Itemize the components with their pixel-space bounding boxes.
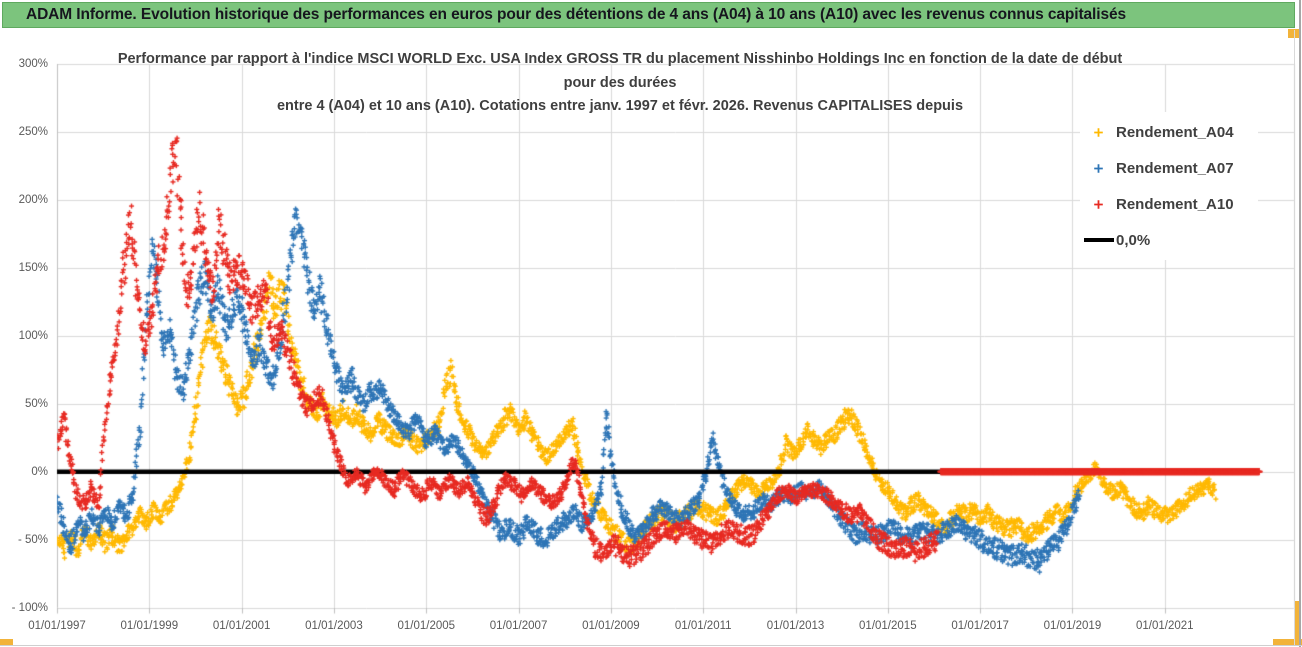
x-tick-label: 01/01/2017 [951,620,1009,632]
legend-item: Rendement_A10 [1080,186,1258,222]
amber-corner-bottom-right [1273,639,1302,646]
zero-line-marker-icon [1080,238,1116,242]
x-tick-label: 01/01/1997 [28,620,86,632]
plus-marker-icon [1080,127,1116,138]
x-tick-label: 01/01/2005 [397,620,456,632]
x-tick-label: 01/01/2011 [674,620,732,632]
legend-label: Rendement_A04 [1116,123,1234,141]
plus-marker-icon [1080,163,1116,174]
plus-marker-icon [1080,199,1116,210]
y-tick-label: 150% [18,261,48,274]
y-tick-label: 0% [31,465,48,478]
x-tick-label: 01/01/2003 [305,620,363,632]
y-tick-label: 300% [18,58,48,70]
y-tick-label: 200% [18,193,48,206]
legend-label: Rendement_A10 [1116,195,1234,213]
legend-label: Rendement_A07 [1116,159,1234,177]
y-tick-label: 50% [24,397,48,410]
window-edge-light [1294,30,1295,645]
amber-corner-bottom-left [0,639,13,646]
y-tick-label: - 50% [17,533,48,546]
window-edge-bottom [0,645,1302,646]
x-tick-label: 01/01/2009 [582,620,640,632]
x-tick-label: 01/01/2013 [766,620,825,632]
y-tick-label: - 100% [11,601,48,614]
legend: Rendement_A04 Rendement_A07 Rendement_A10 0… [1080,112,1258,260]
legend-item: Rendement_A04 [1080,114,1258,150]
x-tick-label: 01/01/2007 [489,620,548,632]
legend-item: 0,0% [1080,222,1258,258]
x-tick-label: 01/01/2001 [212,620,271,632]
chart-title: Performance par rapport à l'indice MSCI … [60,48,1180,119]
chart-title-line-2: pour des durées [563,74,677,91]
legend-label: 0,0% [1116,231,1151,249]
x-tick-label: 01/01/1999 [120,620,179,632]
amber-edge-right [1294,601,1300,646]
x-tick-label: 01/01/2019 [1043,620,1102,632]
y-tick-label: 250% [18,125,48,138]
window-edge-right [1299,0,1301,647]
chart-title-line-1: Performance par rapport à l'indice MSCI … [117,51,1123,67]
chart-title-line-3: entre 4 (A04) et 10 ans (A10). Cotations… [276,98,964,114]
amber-corner-top-right [1288,29,1299,38]
x-tick-label: 01/01/2021 [1135,620,1194,632]
legend-item: Rendement_A07 [1080,150,1258,186]
y-tick-label: 100% [18,329,48,342]
x-tick-label: 01/01/2015 [859,620,917,632]
